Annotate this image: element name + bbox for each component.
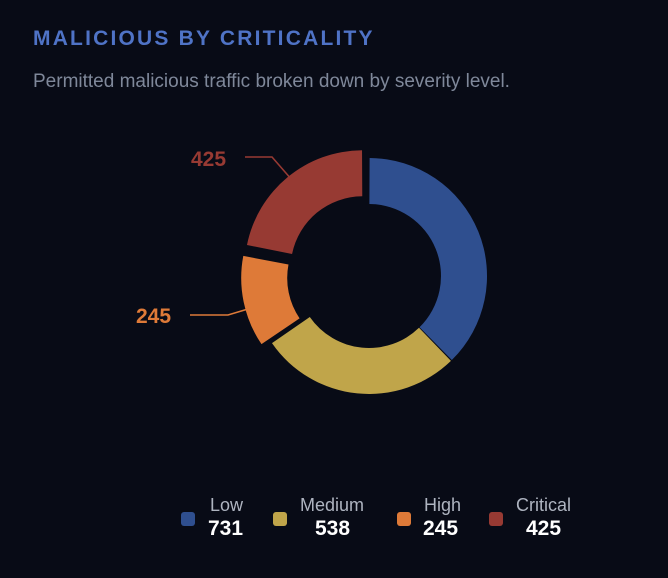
donut-slice-critical[interactable] [246, 150, 363, 255]
donut-callouts: 425 245 [136, 148, 293, 328]
donut-slices [241, 150, 488, 394]
chart-subtitle: Permitted malicious traffic broken down … [33, 71, 510, 92]
callout-line-critical [245, 156, 293, 181]
callout-label-high: 245 [136, 305, 171, 328]
donut-slice-medium[interactable] [271, 316, 451, 394]
donut-slice-low[interactable] [369, 158, 488, 361]
callout-line-high [190, 308, 249, 316]
donut-slice-high[interactable] [241, 255, 300, 345]
callout-label-critical: 425 [191, 148, 226, 171]
chart-title: MALICIOUS BY CRITICALITY [33, 27, 375, 50]
